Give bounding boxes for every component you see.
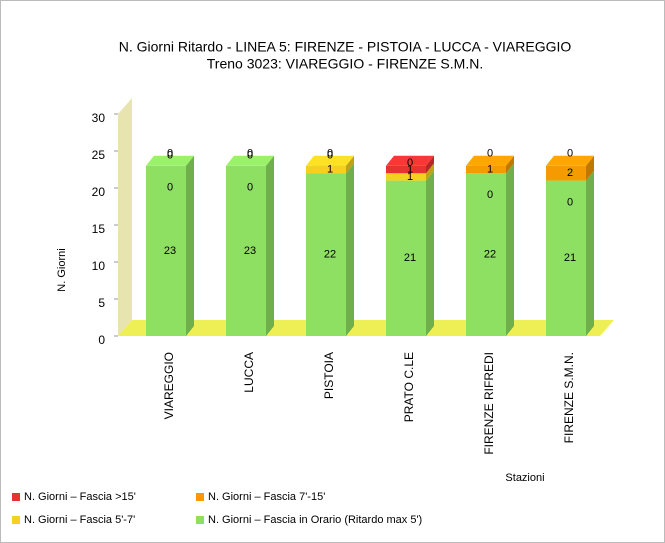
data-label: 0 [327,148,333,160]
bar-side [586,155,594,181]
data-label: 0 [167,150,173,162]
x-tick-label: PRATO C.LE [402,352,416,422]
bar-side [266,155,274,336]
x-tick-label: FIRENZE S.M.N. [562,352,576,443]
data-label: 0 [247,182,253,194]
y-tick-label: 30 [92,111,106,125]
bar-top [386,155,434,166]
x-tick-label: VIAREGGIO [162,352,176,419]
bar-segment [226,165,266,336]
data-label: 21 [564,252,576,264]
legend-swatch [12,493,20,501]
data-label: 0 [487,148,493,160]
bar-top [466,155,514,166]
bar-segment [386,173,426,181]
legend-swatch [196,516,204,524]
chart-title: N. Giorni Ritardo - LINEA 5: FIRENZE - P… [119,39,572,55]
y-tick-label: 20 [92,185,106,199]
legend-label: N. Giorni – Fascia in Orario (Ritardo ma… [208,514,422,526]
data-label: 0 [167,148,173,160]
legend-label: N. Giorni – Fascia >15' [24,491,136,503]
bar-top [226,155,274,166]
data-label: 1 [407,171,413,183]
y-tick-label: 0 [98,333,105,347]
data-label: 0 [567,148,573,160]
data-label: 23 [164,245,176,257]
data-label: 1 [407,163,413,175]
data-label: 0 [487,189,493,201]
data-label: 23 [244,245,256,257]
y-tick-label: 15 [92,222,106,236]
data-label: 0 [407,157,413,169]
x-tick-label: LUCCA [242,352,256,393]
bar-top [546,155,594,166]
bar-side [506,163,514,336]
data-label: 2 [567,167,573,179]
bar-side [346,155,354,174]
x-axis-label: Stazioni [505,472,544,484]
bar-segment [386,180,426,336]
side-wall [118,98,132,336]
y-axis-label: N. Giorni [56,248,68,291]
legend-swatch [196,493,204,501]
bar-segment [546,180,586,336]
bar-segment [306,165,346,174]
data-label: 1 [327,163,333,175]
bar-top [306,155,354,166]
data-label: 0 [327,150,333,162]
bar-side [586,170,594,336]
bar-side [426,163,434,181]
y-tick-label: 5 [98,296,105,310]
bar-segment [146,165,186,336]
legend-swatch [12,516,20,524]
data-label: 0 [167,182,173,194]
y-tick-label: 10 [92,259,106,273]
bar-segment [386,165,426,174]
bar-top [146,155,194,166]
legend-label: N. Giorni – Fascia 5'-7' [24,514,135,526]
bar-segment [546,165,586,181]
bar-segment [466,173,506,336]
bar-side [426,170,434,336]
chart-subtitle: Treno 3023: VIAREGGIO - FIRENZE S.M.N. [207,56,483,72]
x-tick-label: PISTOIA [322,352,336,399]
bar-side [186,155,194,336]
data-label: 22 [324,249,336,261]
data-label: 0 [567,197,573,209]
bar-side [346,163,354,336]
bar-side [506,155,514,174]
data-label: 1 [487,163,493,175]
bar-side [426,155,434,174]
data-label: 22 [484,249,496,261]
x-tick-label: FIRENZE RIFREDI [482,352,496,455]
data-label: 21 [404,252,416,264]
bar-segment [466,165,506,174]
data-label: 0 [247,148,253,160]
legend-label: N. Giorni – Fascia 7'-15' [208,491,325,503]
data-label: 0 [247,150,253,162]
bar-segment [306,173,346,336]
y-tick-label: 25 [92,148,106,162]
